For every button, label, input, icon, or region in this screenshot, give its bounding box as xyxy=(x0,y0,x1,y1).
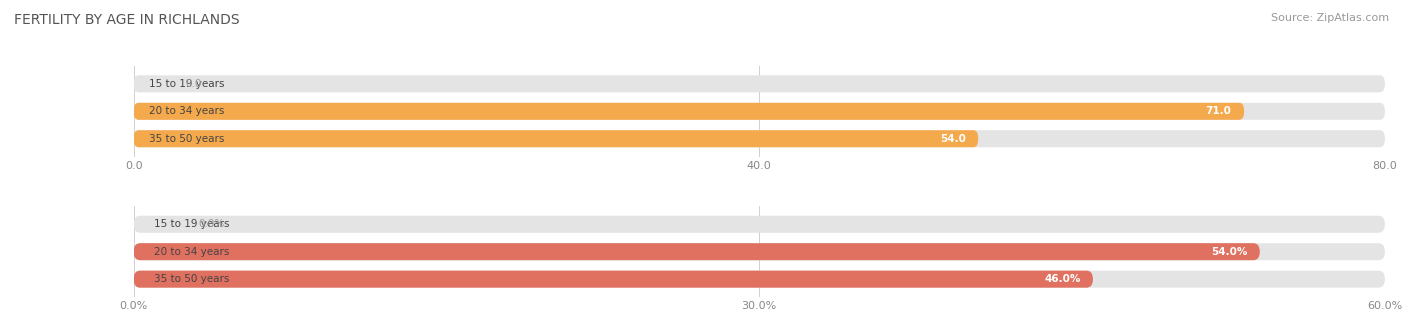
Text: 0.0: 0.0 xyxy=(186,79,201,89)
Text: 15 to 19 years: 15 to 19 years xyxy=(155,219,231,229)
FancyBboxPatch shape xyxy=(134,103,1244,120)
Text: 46.0%: 46.0% xyxy=(1045,274,1080,284)
FancyBboxPatch shape xyxy=(134,243,1385,260)
FancyBboxPatch shape xyxy=(134,75,1385,92)
FancyBboxPatch shape xyxy=(134,271,1092,288)
Text: 0.0%: 0.0% xyxy=(198,219,225,229)
Text: FERTILITY BY AGE IN RICHLANDS: FERTILITY BY AGE IN RICHLANDS xyxy=(14,13,239,27)
Text: 35 to 50 years: 35 to 50 years xyxy=(155,274,229,284)
Text: 20 to 34 years: 20 to 34 years xyxy=(155,247,229,257)
FancyBboxPatch shape xyxy=(134,130,979,147)
FancyBboxPatch shape xyxy=(134,243,1260,260)
Text: 15 to 19 years: 15 to 19 years xyxy=(149,79,225,89)
Text: 35 to 50 years: 35 to 50 years xyxy=(149,134,225,144)
Text: Source: ZipAtlas.com: Source: ZipAtlas.com xyxy=(1271,13,1389,23)
FancyBboxPatch shape xyxy=(134,271,1385,288)
Text: 54.0: 54.0 xyxy=(939,134,966,144)
FancyBboxPatch shape xyxy=(134,130,1385,147)
Text: 20 to 34 years: 20 to 34 years xyxy=(149,106,225,116)
Text: 54.0%: 54.0% xyxy=(1211,247,1247,257)
FancyBboxPatch shape xyxy=(134,103,1385,120)
FancyBboxPatch shape xyxy=(134,216,1385,233)
Text: 71.0: 71.0 xyxy=(1206,106,1232,116)
